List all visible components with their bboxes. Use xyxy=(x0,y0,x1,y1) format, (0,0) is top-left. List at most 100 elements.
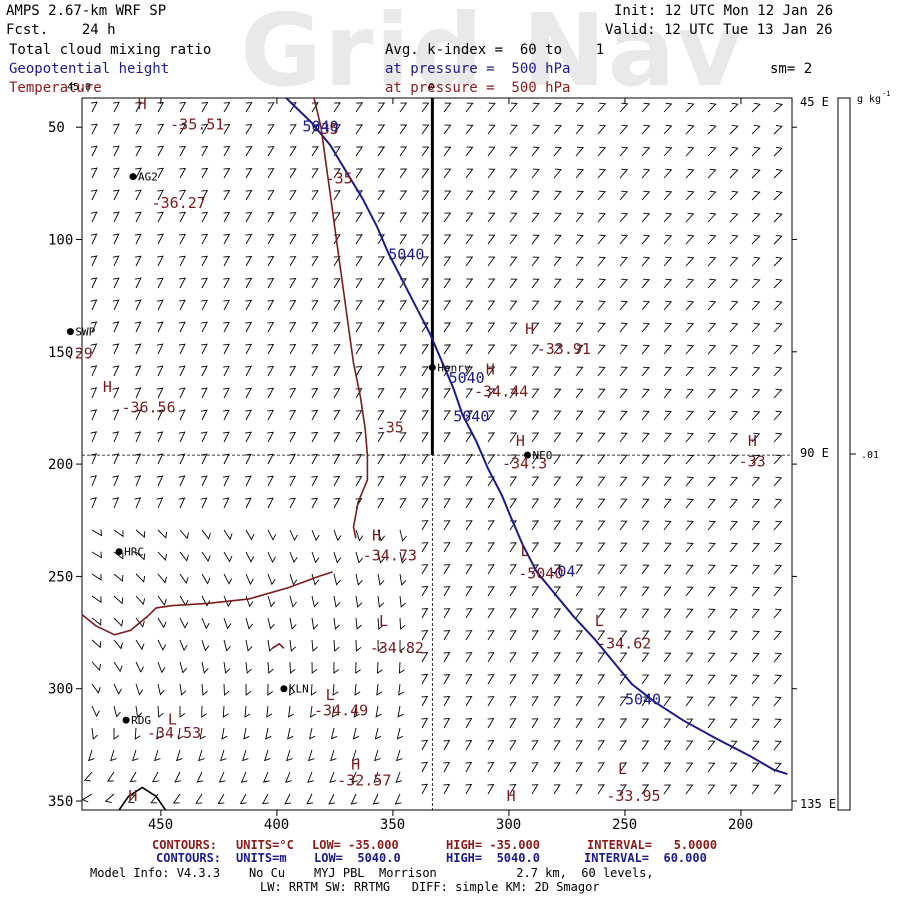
wind-barb xyxy=(487,739,495,751)
station-marker xyxy=(280,685,288,693)
wind-barb xyxy=(509,124,518,135)
temperature-label: H xyxy=(486,360,495,378)
wind-barb xyxy=(83,771,93,782)
wind-barb xyxy=(399,190,408,201)
wind-barb xyxy=(531,498,540,509)
wind-barb xyxy=(619,586,628,597)
wind-barb xyxy=(707,146,717,157)
wind-barb xyxy=(707,168,717,179)
wind-barb xyxy=(663,652,672,663)
wind-barb xyxy=(465,366,474,377)
wind-barb xyxy=(531,102,540,113)
wind-barb xyxy=(729,102,739,113)
temperature-label: L xyxy=(379,612,388,630)
wind-barb xyxy=(685,190,695,201)
wind-barb xyxy=(333,529,342,542)
wind-barb xyxy=(112,233,120,245)
wind-barb xyxy=(553,168,562,179)
wind-barb xyxy=(641,476,650,487)
wind-barb xyxy=(729,410,739,421)
x-tick-label: 300 xyxy=(496,817,521,833)
wind-barb xyxy=(91,551,102,559)
temperature-label: L xyxy=(326,686,335,704)
wind-barb xyxy=(135,551,146,561)
wind-barb xyxy=(91,529,103,537)
wind-barb xyxy=(178,343,186,355)
wind-barb xyxy=(487,564,495,575)
wind-barb xyxy=(751,652,760,663)
wind-barb xyxy=(421,432,429,443)
wind-barb xyxy=(773,454,783,465)
wind-barb xyxy=(311,278,319,289)
wind-barb xyxy=(352,727,360,740)
footer-model-info-2: LW: RRTM SW: RRTMG DIFF: simple KM: 2D S… xyxy=(260,880,600,894)
wind-barb xyxy=(509,366,518,377)
wind-barb xyxy=(509,256,518,267)
wind-barb xyxy=(135,167,142,179)
wind-barb xyxy=(223,365,230,377)
wind-barb xyxy=(773,674,782,685)
wind-barb xyxy=(179,101,187,113)
wind-barb xyxy=(575,102,585,113)
y-tick-label: 50 xyxy=(48,120,65,136)
wind-barb xyxy=(399,476,407,487)
wind-barb xyxy=(421,476,429,487)
wind-barb xyxy=(531,762,539,773)
wind-barb xyxy=(597,498,606,509)
wind-barb xyxy=(113,661,123,673)
wind-barb xyxy=(729,674,738,685)
wind-barb xyxy=(113,145,120,157)
colorbar xyxy=(837,97,851,811)
wind-barb xyxy=(707,300,717,311)
wind-barb xyxy=(179,705,186,718)
wind-barb xyxy=(663,234,673,245)
wind-barb xyxy=(200,431,208,443)
wind-barb xyxy=(663,146,673,157)
wind-barb xyxy=(729,212,739,223)
wind-barb xyxy=(575,630,584,641)
wind-barb xyxy=(421,278,430,289)
wind-barb xyxy=(333,124,341,135)
wind-barb xyxy=(135,595,146,606)
wind-barb xyxy=(201,343,208,355)
wind-barb xyxy=(663,124,673,135)
wind-barb xyxy=(245,409,252,421)
wind-barb xyxy=(267,365,275,377)
wind-barb xyxy=(223,102,231,113)
wind-barb xyxy=(377,168,386,179)
wind-barb xyxy=(575,344,584,355)
wind-barb xyxy=(245,453,252,465)
field-temperature: Temperature xyxy=(9,80,102,96)
wind-barb xyxy=(311,595,319,608)
wind-barb xyxy=(509,410,518,421)
wind-barb xyxy=(597,388,606,399)
wind-barb xyxy=(135,101,143,113)
wind-barb xyxy=(685,432,695,443)
wind-barb xyxy=(729,454,739,465)
wind-barb xyxy=(398,683,405,696)
wind-barb xyxy=(421,410,429,421)
wind-barb xyxy=(443,278,452,289)
wind-barb xyxy=(465,388,474,399)
wind-barb xyxy=(751,674,760,685)
wind-barb xyxy=(443,783,451,795)
wind-barb xyxy=(729,168,739,179)
wind-barb xyxy=(487,168,496,179)
wind-barb xyxy=(223,277,231,289)
wind-barb xyxy=(222,497,230,509)
wind-barb xyxy=(284,793,291,805)
wind-barb xyxy=(223,145,231,157)
wind-barb xyxy=(311,453,319,465)
wind-barb xyxy=(421,102,430,113)
wind-barb xyxy=(421,388,429,399)
wind-barb xyxy=(641,190,651,201)
wind-barb xyxy=(355,278,363,289)
wind-barb xyxy=(707,190,717,201)
wind-barb xyxy=(685,124,695,135)
y-tick-label: 350 xyxy=(48,794,73,810)
wind-barb xyxy=(509,564,517,575)
wind-barb xyxy=(619,432,628,443)
wind-barb xyxy=(333,256,341,267)
wind-barb xyxy=(531,410,540,421)
wind-barb xyxy=(179,661,188,674)
